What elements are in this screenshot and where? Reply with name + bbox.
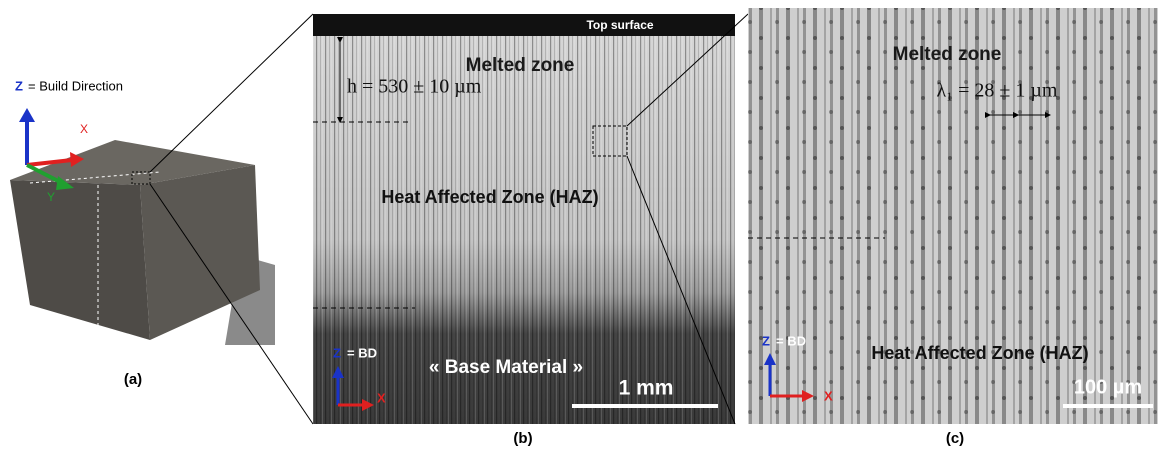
zoom-line [150, 14, 313, 172]
z-arrow-head [19, 108, 35, 122]
melted-zone-label: Melted zone [893, 44, 1002, 65]
x-label: X [377, 390, 386, 405]
page: {"panel_a": {"z_axis": "Z", "z_caption":… [0, 0, 1165, 454]
x-label: X [80, 122, 88, 136]
haz-label: Heat Affected Zone (HAZ) [381, 187, 598, 207]
x-label: X [824, 388, 833, 403]
z-caption: = BD [776, 333, 806, 348]
cube-front [10, 180, 150, 340]
base-material-label: « Base Material » [429, 357, 583, 378]
z-label: Z [762, 333, 770, 348]
melted-zone-label: Melted zone [466, 55, 575, 76]
y-label: Y [47, 190, 55, 204]
panel-b: Top surface Melted zone h = 530 ± 10 µm … [313, 14, 735, 447]
panel-c: Melted zone λ₁ = 28 ± 1 µm Z = BD Heat A… [748, 8, 1158, 447]
panel-label: (a) [124, 371, 142, 388]
haz-label: Heat Affected Zone (HAZ) [871, 343, 1088, 363]
panel-label: (c) [946, 430, 964, 447]
top-surface-label: Top surface [586, 18, 653, 32]
top-surface-band [313, 14, 735, 36]
panel-a: Z = Build Direction X Y (a) [10, 78, 275, 388]
z-label: Z [15, 78, 23, 93]
z-label: Z [333, 345, 341, 360]
z-caption: = BD [347, 345, 377, 360]
z-caption: = Build Direction [28, 78, 123, 93]
scale-label: 1 mm [619, 377, 674, 400]
panel-label: (b) [513, 430, 532, 447]
spacing-label: λ₁ = 28 ± 1 µm [936, 80, 1057, 102]
figure: Z = Build Direction X Y (a) Top surface … [0, 0, 1165, 454]
thickness-label: h = 530 ± 10 µm [347, 76, 482, 98]
scale-label: 100 µm [1074, 376, 1142, 398]
